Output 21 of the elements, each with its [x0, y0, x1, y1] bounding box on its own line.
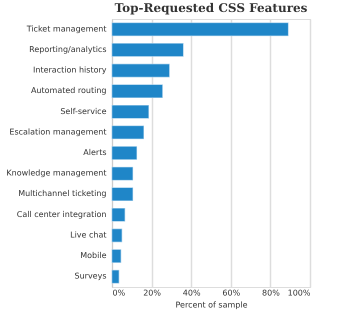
y-tick-label: Mobile — [80, 251, 107, 260]
y-tick-label: Automated routing — [30, 86, 106, 96]
x-tick-label: 40% — [182, 288, 201, 298]
y-tick-label: Self-service — [60, 106, 107, 116]
x-tick-label: 80% — [262, 288, 280, 298]
x-tick-label: 20% — [143, 288, 162, 298]
chart-title: Top-Requested CSS Features — [114, 1, 308, 15]
y-tick-label: Interaction history — [33, 66, 107, 75]
x-tick-label: 60% — [222, 288, 241, 298]
y-tick-label: Knowledge management — [6, 168, 106, 178]
y-tick-label: Alerts — [83, 148, 106, 157]
x-tick-label: 100% — [288, 288, 311, 298]
y-tick-label: Escalation management — [9, 127, 106, 136]
y-tick-label: Surveys — [74, 272, 106, 281]
y-tick-label: Multichannel ticketing — [18, 189, 106, 198]
y-tick-label: Live chat — [70, 230, 106, 240]
x-axis-title: Percent of sample — [176, 300, 248, 310]
y-tick-label: Call center integration — [16, 210, 106, 219]
x-tick-label: 0% — [112, 288, 126, 298]
y-tick-label: Ticket management — [26, 24, 106, 34]
y-tick-label: Reporting/analytics — [29, 44, 106, 54]
